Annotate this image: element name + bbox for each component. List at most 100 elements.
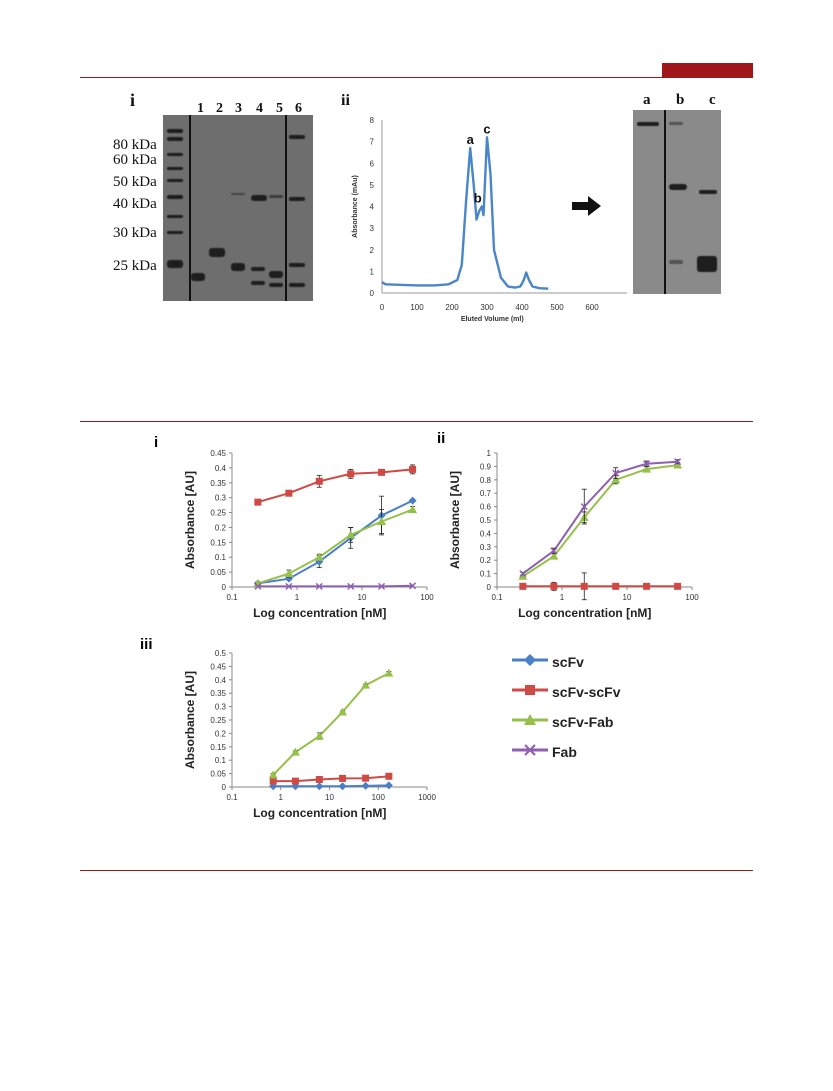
x-tick-label: 0.1 <box>226 793 238 802</box>
data-point-scfv-fab <box>338 707 348 716</box>
data-point-scfv-scfv <box>519 582 527 590</box>
y-tick-label: 0.2 <box>480 556 492 565</box>
data-point-scfv-scfv <box>643 582 651 590</box>
data-point-scfv-fab <box>673 460 683 469</box>
panel-label-iii: iii <box>140 636 153 653</box>
data-point-fab <box>254 582 262 590</box>
peak-label-a: a <box>467 132 475 147</box>
data-point-scfv-scfv <box>347 470 355 478</box>
legend-label-fab: Fab <box>552 744 577 760</box>
data-point-scfv-scfv <box>385 772 393 780</box>
series-line-scfv-fab <box>272 672 390 776</box>
x-axis-label: Eluted Volume (ml) <box>461 316 524 323</box>
fraction-label-a: a <box>643 92 651 108</box>
panel-label-i-top: i <box>130 90 136 110</box>
data-point-scfv <box>408 496 417 505</box>
y-tick-label: 0.2 <box>215 523 227 532</box>
series-line-scfv-scfv <box>273 775 389 783</box>
data-point-scfv-scfv <box>254 498 262 506</box>
y-tick-label: 0.1 <box>480 570 492 579</box>
y-tick-label: 0 <box>222 783 227 792</box>
y-tick-label: 6 <box>370 159 375 168</box>
data-point-scfv <box>315 782 324 791</box>
x-axis-label: Log concentration [nM] <box>518 606 651 620</box>
x-tick-label: 1 <box>560 593 565 602</box>
data-point-scfv-scfv <box>378 468 386 476</box>
y-tick-label: 0.15 <box>210 538 226 547</box>
x-tick-label: 400 <box>515 303 529 312</box>
data-point-scfv-fab <box>549 551 559 560</box>
y-tick-label: 0.7 <box>480 489 492 498</box>
peak-label-b: b <box>474 191 482 206</box>
x-tick-label: 0.1 <box>226 593 238 602</box>
fraction-label-c: c <box>709 92 716 108</box>
x-tick-label: 1 <box>295 593 300 602</box>
y-tick-label: 0 <box>222 583 227 592</box>
data-point-scfv <box>361 781 370 790</box>
data-point-fab <box>347 582 355 590</box>
y-tick-label: 0.35 <box>210 689 226 698</box>
data-point-scfv <box>384 781 393 790</box>
legend-label-scfv-scfv: scFv-scFv <box>552 684 621 700</box>
series-line-scfv <box>257 499 414 585</box>
y-tick-label: 0.45 <box>210 449 226 458</box>
legend-marker-diamond <box>512 654 548 666</box>
x-tick-label: 600 <box>585 303 599 312</box>
data-point-fab <box>580 503 588 511</box>
y-tick-label: 0.45 <box>210 662 226 671</box>
data-point-scfv-fab <box>290 747 300 756</box>
data-point-fab <box>612 469 620 477</box>
y-tick-label: 0.3 <box>215 494 227 503</box>
data-point-scfv-scfv <box>339 774 347 782</box>
data-point-fab <box>643 460 651 468</box>
x-tick-label: 500 <box>550 303 564 312</box>
x-tick-label: 10 <box>623 593 632 602</box>
y-tick-label: 0.3 <box>480 543 492 552</box>
data-point-scfv-scfv <box>269 777 277 785</box>
data-point-fab <box>519 570 527 578</box>
panel-label-ii-top: ii <box>341 92 350 109</box>
fraction-gel <box>633 110 721 294</box>
y-tick-label: 3 <box>370 224 375 233</box>
y-tick-label: 0.8 <box>480 476 492 485</box>
chromatogram-line <box>381 136 549 290</box>
x-tick-label: 10 <box>358 593 367 602</box>
kda-60: 60 kDa <box>113 152 157 168</box>
header-tab-bar <box>662 63 753 77</box>
data-point-scfv <box>291 782 300 791</box>
chromatogram-chart: 0 1 2 3 4 5 6 7 8 0 100 200 300 400 500 600 Eluted Volum… <box>352 116 627 323</box>
series-line-scfv <box>273 784 389 788</box>
data-point-scfv-scfv <box>285 489 293 497</box>
legend-label-scfv: scFv <box>552 654 584 670</box>
data-point-scfv-scfv <box>315 477 323 485</box>
y-axis-label: Absorbance [AU] <box>448 471 462 569</box>
y-tick-label: 1 <box>370 267 375 276</box>
data-point-scfv-scfv <box>291 777 299 785</box>
x-tick-label: 300 <box>480 303 494 312</box>
data-point-scfv-fab <box>384 668 394 677</box>
y-tick-label: 0.4 <box>480 529 492 538</box>
y-tick-label: 0.3 <box>215 703 227 712</box>
data-point-scfv <box>338 782 347 791</box>
data-point-scfv-scfv <box>612 582 620 590</box>
x-tick-label: 1 <box>279 793 284 802</box>
legend-label-scfv-fab: scFv-Fab <box>552 714 614 730</box>
y-tick-label: 0.05 <box>210 568 226 577</box>
y-tick-label: 0.25 <box>210 509 226 518</box>
x-tick-label: 100 <box>372 793 386 802</box>
legend-marker-square <box>512 685 548 695</box>
y-tick-label: 0.5 <box>215 649 227 658</box>
header-rule <box>80 77 753 78</box>
elisa-chart-i: 0 0.05 0.1 0.15 0.2 0.25 0.3 0.35 0.4 0.45 0.1 1 10 1… <box>183 449 434 620</box>
y-tick-label: 0.6 <box>480 503 492 512</box>
lane-label-2: 2 <box>216 101 223 116</box>
x-tick-label: 100 <box>685 593 699 602</box>
data-point-scfv-fab <box>314 731 324 740</box>
data-point-fab <box>550 547 558 555</box>
y-tick-label: 0.9 <box>480 462 492 471</box>
data-point-scfv-fab <box>314 552 324 561</box>
data-point-scfv-scfv <box>580 582 588 590</box>
y-tick-label: 0.5 <box>480 516 492 525</box>
fraction-label-b: b <box>676 92 685 108</box>
y-tick-label: 0.35 <box>210 479 226 488</box>
